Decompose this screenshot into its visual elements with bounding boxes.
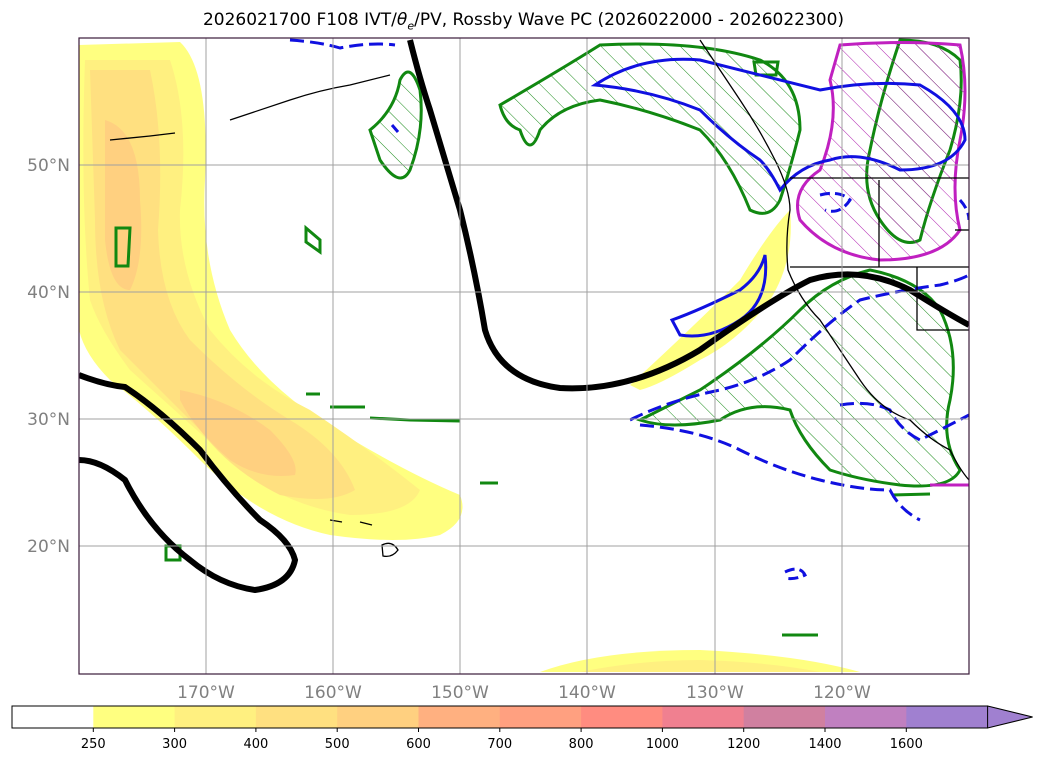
lon-label-130w: 130°W [686, 683, 744, 703]
map-frame [78, 37, 970, 675]
colorbar-bin [174, 706, 257, 728]
graticule [79, 38, 969, 674]
colorbar-bin [825, 706, 907, 728]
colorbar-bin [255, 706, 338, 728]
map-title: 2026021700 F108 IVT/θe/PV, Rossby Wave P… [202, 10, 845, 33]
colorbar: 250 300 400 500 600 700 800 1000 1200 1400 1600 [11, 705, 1033, 752]
lon-label-150w: 150°W [431, 683, 489, 703]
coastlines [109, 39, 969, 558]
lat-label-50n: 50°N [27, 156, 70, 176]
colorbar-tick-label: 700 [487, 737, 512, 752]
lon-label-140w: 140°W [558, 683, 616, 703]
blue-contours [289, 38, 969, 581]
colorbar-tick-label: 1000 [646, 737, 679, 752]
magenta-hatched-region [796, 41, 969, 487]
colorbar-bin [662, 706, 745, 728]
colorbar-tick-label: 250 [81, 737, 106, 752]
lon-label-170w: 170°W [177, 683, 235, 703]
colorbar-bin [743, 706, 826, 728]
colorbar-tick-label: 300 [162, 737, 187, 752]
lat-label-30n: 30°N [27, 410, 70, 430]
colorbar-tick-label: 800 [569, 737, 594, 752]
colorbar-tick-label: 1400 [808, 737, 841, 752]
lat-label-40n: 40°N [27, 283, 70, 303]
colorbar-bin [581, 706, 663, 728]
pv-contour [79, 39, 969, 594]
colorbar-tick-label: 1200 [727, 737, 760, 752]
colorbar-bin [499, 706, 582, 728]
colorbar-bin [418, 706, 501, 728]
colorbar-tick-label: 1600 [890, 737, 923, 752]
colorbar-tick-label: 500 [325, 737, 350, 752]
colorbar-bin [906, 706, 989, 728]
colorbar-bin [12, 706, 94, 728]
colorbar-extend-arrow [987, 705, 1033, 729]
lat-label-20n: 20°N [27, 537, 70, 557]
lon-label-120w: 120°W [813, 683, 871, 703]
colorbar-bin [337, 706, 419, 728]
lon-label-160w: 160°W [304, 683, 362, 703]
colorbar-tick-label: 600 [406, 737, 431, 752]
ivt-shading [79, 42, 860, 672]
colorbar-tick-label: 400 [243, 737, 268, 752]
colorbar-bin [93, 706, 176, 728]
